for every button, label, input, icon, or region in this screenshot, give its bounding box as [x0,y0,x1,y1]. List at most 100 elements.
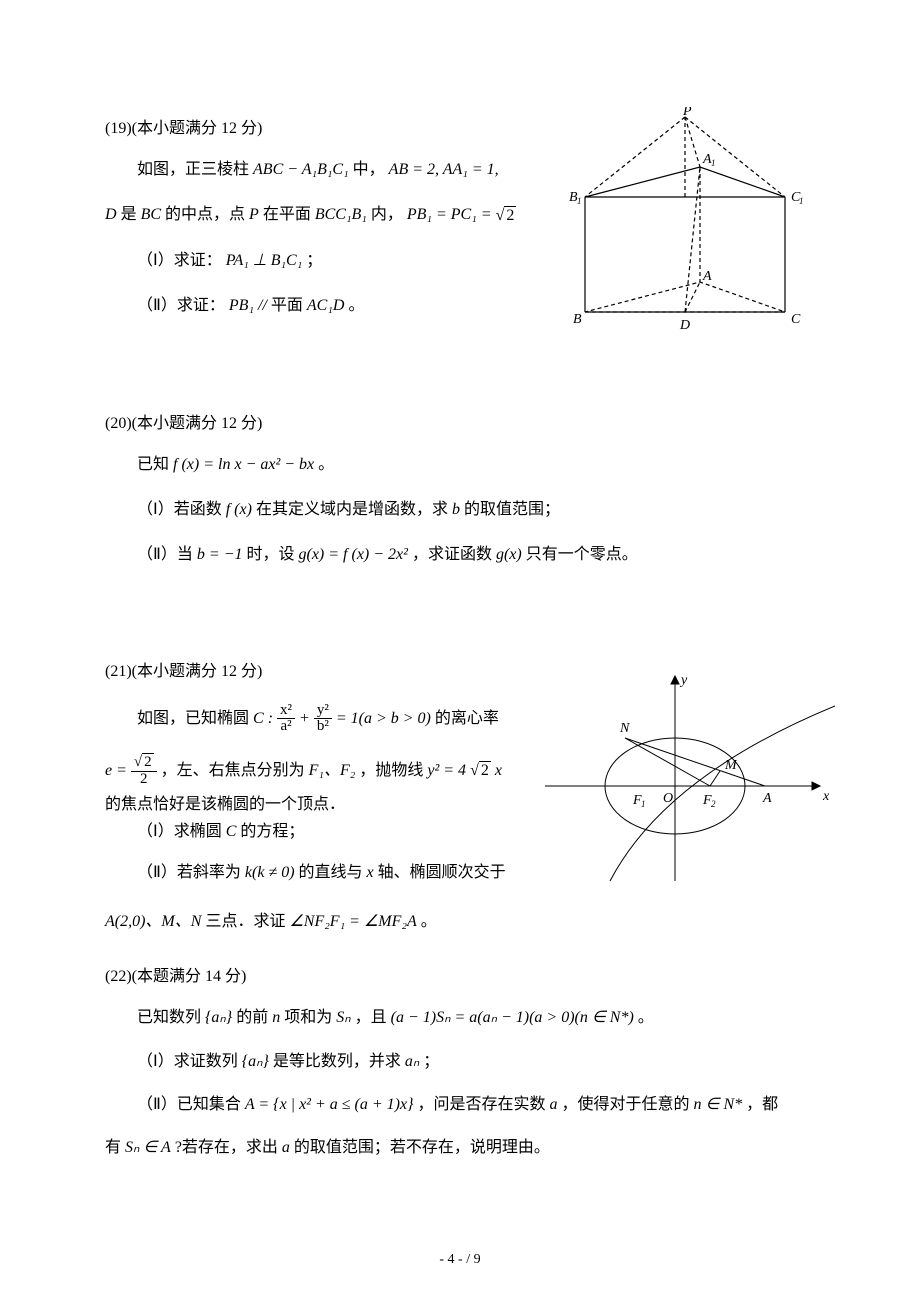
t: 三点．求证 [205,913,289,930]
p20-head: (20)(本小题满分 12 分) [105,410,815,437]
lbl: P [682,107,692,119]
t: 。 [421,913,437,930]
t: 已知数列 [137,1009,205,1026]
lbl: 1 [641,799,646,809]
m: A = {x | x² + a ≤ (a + 1)x} [245,1096,414,1113]
p22-part1: （Ⅰ）求证数列 {aₙ} 是等比数列，并求 aₙ ； [105,1048,815,1075]
m: n ∈ N* [694,1096,743,1113]
m: y² = 4 [427,762,466,779]
t: 内， [371,206,403,223]
t: 的中点，点 [165,206,249,223]
t: （Ⅱ）若斜率为 [137,864,245,881]
t: 平面 [271,297,307,314]
t: 时，设 [246,546,298,563]
t: 在其定义域内是增函数，求 [256,501,452,518]
t: ； [306,252,322,269]
d: b² [314,719,332,735]
frac-icon: 2 2 [131,755,157,788]
t: 中， [353,161,385,178]
t: ，抛物线 [359,762,427,779]
m: b [452,501,460,518]
m: F₁、F₂ [309,762,356,779]
t: （Ⅰ）若函数 [137,501,226,518]
m: AB = 2, AA₁ = 1, [389,161,499,178]
m: Sₙ ∈ A [125,1139,171,1156]
sqrt-icon: 2 [134,755,154,771]
d: a² [277,719,295,735]
t: 的离心率 [435,710,499,727]
problem-21: (21)(本小题满分 12 分) 如图，已知椭圆 C : x²a² + y²b²… [105,658,815,935]
t: 的方程； [240,823,304,840]
frac-icon: x²a² [277,703,295,736]
d: 2 [131,772,157,788]
t: ，问是否存在实数 [418,1096,550,1113]
p21-part2: （Ⅱ）若斜率为 k(k ≠ 0) 的直线与 x 轴、椭圆顺次交于 [105,859,525,886]
p20-line1: 已知 f (x) = ln x − ax² − bx 。 [105,451,815,478]
p20-part2: （Ⅱ）当 b = −1 时，设 g(x) = f (x) − 2x² ，求证函数… [105,541,815,568]
lbl: O [663,791,673,806]
m: x [495,762,502,779]
m: D [105,206,117,223]
m: AC₁D [307,297,345,314]
lbl: x [822,789,830,804]
t: （Ⅰ）求椭圆 [137,823,226,840]
m: k(k ≠ 0) [245,864,295,881]
m: PA₁ ⊥ B₁C₁ [226,252,303,269]
m: BCC₁B₁ [315,206,367,223]
t: 。 [318,456,334,473]
lbl: 2 [711,799,716,809]
t: 。 [348,297,364,314]
lbl: A [702,269,712,284]
lbl: A [762,791,772,806]
m: A(2,0)、M、N [105,913,201,930]
t: ，使得对于任意的 [562,1096,694,1113]
frac-icon: y²b² [314,703,332,736]
t: ，都 [746,1096,778,1113]
n: y² [314,703,332,720]
m: C [226,823,237,840]
p21-part1: （Ⅰ）求椭圆 C 的方程； [105,818,525,845]
m: ∠NF₂F₁ = ∠MF₂A [289,913,416,930]
lbl: M [724,758,738,773]
p20-part1: （Ⅰ）若函数 f (x) 在其定义域内是增函数，求 b 的取值范围； [105,496,815,523]
m: n [272,1009,280,1026]
t: （Ⅰ）求证数列 [137,1053,242,1070]
t: ?若存在，求出 [175,1139,282,1156]
t: 轴、椭圆顺次交于 [378,864,506,881]
m: b = −1 [197,546,243,563]
m: PB₁ = PC₁ = [407,206,496,223]
p21-line2: e = 2 2 ，左、右焦点分别为 F₁、F₂ ，抛物线 y² = 4 2 x [105,752,525,791]
t: 如图，正三棱柱 [137,161,253,178]
t: 。 [638,1009,654,1026]
problem-20: (20)(本小题满分 12 分) 已知 f (x) = ln x − ax² −… [105,410,815,569]
n: x² [277,703,295,720]
figure-ellipse-icon: y x N M A O F1 F2 [535,666,835,896]
t: （Ⅰ）求证： [137,252,222,269]
t: 已知 [137,456,173,473]
lbl: 1 [799,196,804,206]
p21-line1: 如图，已知椭圆 C : x²a² + y²b² = 1(a > b > 0) 的… [105,700,525,738]
problem-19: (19)(本小题满分 12 分) 如图，正三棱柱 ABC − A₁B₁C₁ 中，… [105,115,815,320]
t: ； [423,1053,439,1070]
lbl: N [619,721,630,736]
t: 只有一个零点。 [526,546,638,563]
lbl: 1 [577,196,582,206]
t: ，左、右焦点分别为 [161,762,309,779]
m: C : [253,710,277,727]
r: 2 [504,206,516,224]
m: {aₙ} [242,1053,269,1070]
page-footer: - 4 - / 9 [0,1248,920,1272]
p21-line3: 的焦点恰好是该椭圆的一个顶点． [105,791,525,818]
t: 是 [121,206,141,223]
t: 如图，已知椭圆 [137,710,253,727]
r: 2 [142,753,154,770]
m: (a − 1)Sₙ = a(aₙ − 1)(a > 0)(n ∈ N*) [391,1009,634,1026]
m: g(x) [496,546,522,563]
t: 是等比数列，并求 [273,1053,405,1070]
t: （Ⅱ）求证： [137,297,225,314]
m: + [299,710,314,727]
m: f (x) = ln x − ax² − bx [173,456,314,473]
p22-line3: 有 Sₙ ∈ A ?若存在，求出 a 的取值范围；若不存在，说明理由。 [105,1134,815,1161]
p22-part2: （Ⅱ）已知集合 A = {x | x² + a ≤ (a + 1)x} ，问是否… [105,1091,815,1118]
t: ，且 [355,1009,391,1026]
